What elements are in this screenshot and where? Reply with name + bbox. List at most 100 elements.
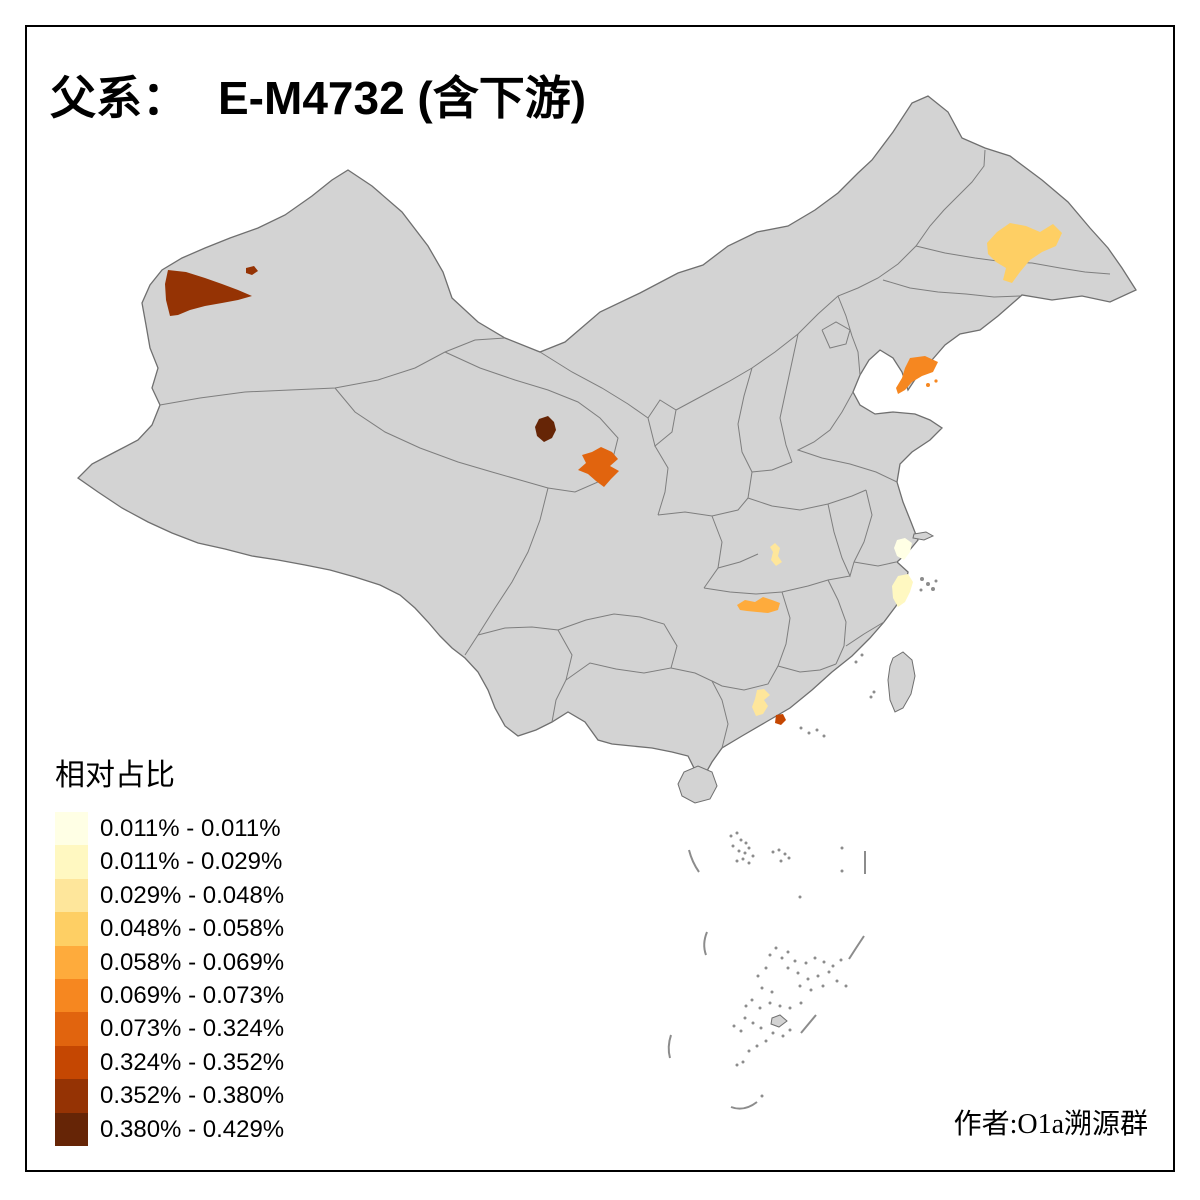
region-liaoning-dalian — [896, 356, 938, 394]
legend-swatch — [55, 1079, 88, 1113]
south-sea-islet — [770, 1014, 788, 1028]
islet-dot — [788, 1006, 792, 1010]
legend-row: 0.011% - 0.029% — [55, 845, 284, 879]
legend-rows: 0.011% - 0.011% 0.011% - 0.029% 0.029% - 0… — [55, 812, 284, 1146]
islet-dot — [741, 1060, 745, 1064]
legend-label: 0.011% - 0.011% — [100, 815, 281, 842]
legend-row: 0.058% - 0.069% — [55, 945, 285, 979]
islet-dot — [919, 588, 923, 592]
islet-dot — [741, 857, 745, 861]
islet-dot — [804, 961, 808, 965]
islet-dot — [869, 695, 873, 699]
hainan-island — [677, 765, 718, 804]
region-xinjiang-enclave — [246, 266, 258, 275]
islet-dot — [755, 1044, 759, 1048]
islet-dot — [760, 986, 764, 990]
islet-dot — [777, 848, 781, 852]
islet-dot — [739, 1029, 743, 1033]
islet-dot — [783, 852, 787, 856]
islet-dot — [787, 856, 791, 860]
islet-dot — [799, 726, 803, 730]
islet-dot — [744, 841, 748, 845]
title-prefix: 父系： — [50, 73, 188, 124]
region-hubei-small — [770, 543, 782, 566]
legend-label: 0.029% - 0.048% — [100, 881, 285, 909]
legend-swatch — [55, 1012, 88, 1046]
region-zhejiang-south — [892, 574, 913, 607]
islet-dot — [770, 990, 774, 994]
islet-dot — [839, 958, 843, 962]
islet-dot — [798, 895, 802, 899]
islet-dot — [806, 977, 810, 981]
taiwan-island — [887, 651, 916, 713]
region-guangdong-dark — [775, 714, 786, 725]
legend-label: 0.073% - 0.324% — [100, 1015, 285, 1043]
islet-dot — [751, 1021, 755, 1025]
islet-dot — [809, 988, 813, 992]
islet-dot — [743, 851, 747, 855]
legend-label: 0.324% - 0.352% — [100, 1048, 285, 1076]
islet-dot — [786, 950, 790, 954]
islet-dot — [816, 974, 820, 978]
islet-dot — [786, 966, 790, 970]
islet-dot — [756, 974, 760, 978]
legend-label: 0.069% - 0.073% — [100, 981, 285, 1009]
legend-swatch — [55, 1045, 88, 1080]
islet-dot — [771, 850, 775, 854]
islet-dot — [781, 1034, 785, 1038]
legend-row: 0.048% - 0.058% — [55, 912, 284, 946]
islet-dot — [780, 956, 784, 960]
islet-dot — [821, 984, 825, 988]
legend-label: 0.058% - 0.069% — [100, 948, 285, 976]
legend-label: 0.380% - 0.429% — [100, 1115, 285, 1143]
chongming-islet — [912, 531, 935, 541]
region-zhejiang-north — [894, 538, 912, 560]
islet-dot — [735, 859, 739, 863]
region-gansu-lanzhou — [578, 447, 619, 487]
nine-dash-line — [667, 849, 866, 1110]
islet-dot — [764, 1039, 768, 1043]
islet-dot — [796, 971, 800, 975]
islet-dot — [751, 854, 755, 858]
legend-swatch — [55, 978, 88, 1013]
islet-dot — [760, 1094, 764, 1098]
legend-swatch — [55, 812, 88, 846]
islet-dot — [844, 984, 848, 988]
islet-dot — [793, 959, 797, 963]
islet-dot — [743, 1016, 747, 1020]
islet-dot — [747, 1049, 751, 1053]
legend-row: 0.029% - 0.048% — [55, 878, 285, 913]
legend-row: 0.069% - 0.073% — [55, 978, 285, 1013]
legend: 相对占比 0.011% - 0.011% 0.011% - 0.029% 0.029… — [55, 750, 284, 1146]
region-qinghai-xining — [535, 416, 556, 442]
legend-swatch — [55, 912, 88, 946]
islet-dot — [758, 1006, 762, 1010]
region-dalian-islets — [934, 379, 938, 383]
islet-dot — [926, 582, 930, 586]
islet-dot — [732, 1024, 736, 1028]
islet-dot — [778, 1004, 782, 1008]
islet-dot — [729, 834, 733, 838]
region-xinjiang-west — [165, 270, 252, 316]
legend-swatch — [55, 945, 88, 979]
legend-row: 0.380% - 0.429% — [55, 1112, 285, 1146]
islet-dot — [854, 660, 858, 664]
plot-frame — [25, 25, 1175, 1172]
islet-dot — [835, 979, 839, 983]
islet-dot — [860, 653, 864, 657]
legend-label: 0.352% - 0.380% — [100, 1082, 285, 1110]
islet-dot — [737, 849, 741, 853]
islet-dot — [934, 579, 938, 583]
islet-dot — [831, 964, 835, 968]
islet-dot — [739, 838, 743, 842]
region-dalian-islets — [926, 383, 930, 387]
region-hunan-central — [737, 597, 780, 613]
islet-dot — [807, 731, 811, 735]
legend-swatch — [55, 845, 88, 879]
islet-dot — [735, 1063, 739, 1067]
islet-dot — [774, 946, 778, 950]
islet-dot — [931, 587, 935, 591]
islet-dot — [759, 1026, 763, 1030]
islet-dot — [771, 1031, 775, 1035]
islet-dot — [813, 956, 817, 960]
